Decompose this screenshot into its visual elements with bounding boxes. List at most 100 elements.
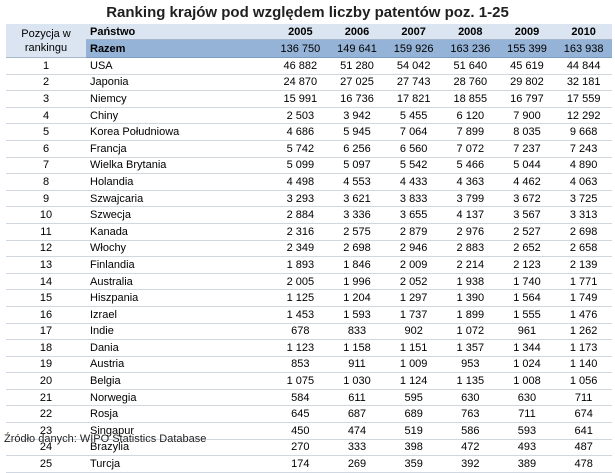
country-cell: Indie [86,323,273,341]
value-cell: 12 292 [555,107,612,125]
table-row: 2 Japonia 24 870 27 025 27 743 28 760 29 802 32… [6,74,612,92]
value-cell: 584 [272,389,329,407]
value-cell: 269 [328,455,386,473]
value-cell: 1 123 [272,339,329,357]
value-cell: 1 124 [385,372,442,390]
value-cell: 3 655 [385,206,442,224]
country-cell: Japonia [86,74,273,92]
chart-title: Ranking krajów pod względem liczby paten… [106,4,509,21]
value-cell: 1 899 [441,306,499,324]
value-cell: 1 030 [328,372,386,390]
value-cell: 4 462 [498,173,556,191]
value-cell: 359 [385,455,442,473]
table-row: 16 Izrael 1 453 1 593 1 737 1 899 1 555 1 476 [6,306,612,324]
table-row: 21 Norwegia 584 611 595 630 630 711 [6,389,612,407]
value-cell: 3 833 [385,190,442,208]
value-cell: 2 009 [385,256,442,274]
country-cell: Szwecja [86,206,273,224]
value-cell: 2 879 [385,223,442,241]
total-value: 136 750 [272,39,329,58]
table-row: 6 Francja 5 742 6 256 6 560 7 072 7 237 7 243 [6,140,612,158]
value-cell: 18 855 [441,90,499,108]
country-cell: Turcja [86,455,273,473]
header-year: 2005 [272,24,329,40]
value-cell: 711 [498,405,556,424]
value-cell: 4 498 [272,173,329,191]
value-cell: 586 [441,422,499,440]
value-cell: 3 621 [328,190,386,208]
rank-cell: 7 [6,157,86,175]
value-cell: 1 024 [498,356,556,374]
value-cell: 1 204 [328,289,386,307]
header-rank: Pozycja w rankingu [6,24,86,58]
value-cell: 4 137 [441,206,499,224]
value-cell: 32 181 [555,74,612,92]
value-cell: 911 [328,356,386,374]
header-year: 2006 [328,24,386,40]
value-cell: 1 771 [555,273,612,291]
table-row: 17 Indie 678 833 902 1 072 961 1 262 [6,323,612,341]
value-cell: 853 [272,356,329,374]
country-cell: Kanada [86,223,273,241]
table-row: 10 Szwecja 2 884 3 336 3 655 4 137 3 567 3 313 [6,206,612,224]
value-cell: 17 821 [385,90,442,108]
table-row: 7 Wielka Brytania 5 099 5 097 5 542 5 466 5 04… [6,157,612,175]
value-cell: 1 938 [441,273,499,291]
patent-ranking-table: Pozycja w rankingu Państwo 2005 2006 200… [6,24,612,473]
value-cell: 3 942 [328,107,386,125]
value-cell: 1 555 [498,306,556,324]
table-row: 19 Austria 853 911 1 009 953 1 024 1 140 [6,356,612,374]
value-cell: 392 [441,455,499,473]
value-cell: 1 593 [328,306,386,324]
value-cell: 493 [498,439,556,457]
value-cell: 1 344 [498,339,556,357]
country-cell: Austria [86,356,273,374]
header-year: 2008 [441,24,499,40]
value-cell: 174 [272,455,329,473]
value-cell: 3 672 [498,190,556,208]
rank-cell: 13 [6,256,86,274]
value-cell: 4 363 [441,173,499,191]
country-cell: Wielka Brytania [86,157,273,175]
country-cell: Chiny [86,107,273,125]
value-cell: 2 316 [272,223,329,241]
value-cell: 6 256 [328,140,386,158]
value-cell: 16 736 [328,90,386,108]
value-cell: 6 120 [441,107,499,125]
value-cell: 1 140 [555,356,612,374]
header-country: Państwo [86,24,273,40]
value-cell: 641 [555,422,612,440]
value-cell: 472 [441,439,499,457]
total-value: 163 236 [441,39,499,58]
value-cell: 2 884 [272,206,329,224]
rank-cell: 4 [6,107,86,125]
rank-cell: 6 [6,140,86,158]
value-cell: 593 [498,422,556,440]
value-cell: 16 797 [498,90,556,108]
value-cell: 1 151 [385,339,442,357]
country-cell: Finlandia [86,256,273,274]
value-cell: 7 900 [498,107,556,125]
value-cell: 474 [328,422,386,440]
value-cell: 7 899 [441,123,499,141]
value-cell: 1 996 [328,273,386,291]
rank-cell: 8 [6,173,86,191]
table-row: 25 Turcja 174 269 359 392 389 478 [6,455,612,473]
table-row: 3 Niemcy 15 991 16 736 17 821 18 855 16 797 17 … [6,90,612,108]
value-cell: 678 [272,323,329,341]
table-row: 22 Rosja 645 687 689 763 711 674 [6,405,612,424]
value-cell: 4 553 [328,173,386,191]
value-cell: 1 008 [498,372,556,390]
rank-cell: 9 [6,190,86,208]
value-cell: 5 945 [328,123,386,141]
total-value: 159 926 [385,39,442,58]
country-cell: Korea Południowa [86,123,273,141]
rank-cell: 3 [6,90,86,108]
rank-cell: 10 [6,206,86,224]
value-cell: 1 749 [555,289,612,307]
value-cell: 6 560 [385,140,442,158]
rank-cell: 5 [6,123,86,141]
rank-cell: 16 [6,306,86,324]
value-cell: 450 [272,422,329,440]
value-cell: 17 559 [555,90,612,108]
